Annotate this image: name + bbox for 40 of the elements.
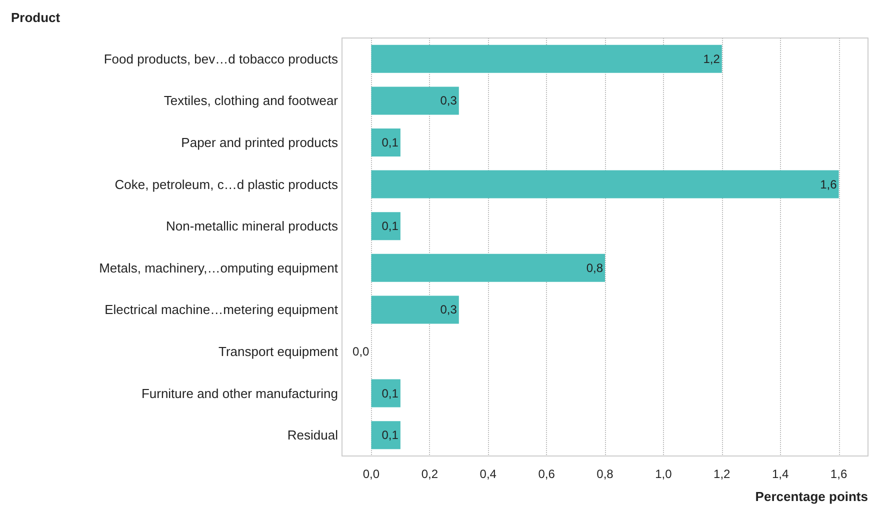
x-tick-label: 1,2 (714, 467, 731, 481)
y-tick-label: Textiles, clothing and footwear (164, 93, 339, 108)
y-tick-label: Food products, bev…d tobacco products (104, 51, 338, 66)
bar (371, 170, 839, 198)
data-label: 0,1 (382, 136, 399, 150)
data-label: 0,0 (352, 344, 370, 358)
x-tick-label: 0,6 (538, 467, 556, 481)
y-tick-label: Metals, machinery,…omputing equipment (99, 260, 338, 276)
y-tick-label: Furniture and other manufacturing (141, 386, 338, 401)
bar (371, 86, 459, 115)
x-tick-label: 0,2 (421, 467, 438, 481)
data-label: 0,3 (440, 94, 458, 108)
bar (371, 254, 605, 282)
data-label: 1,2 (703, 52, 720, 66)
x-tick-label: 1,6 (830, 467, 848, 481)
y-tick-label: Non-metallic mineral products (166, 218, 338, 234)
x-axis-title: Percentage points (755, 489, 868, 504)
data-label: 0,8 (586, 260, 604, 275)
x-tick-label: 0,0 (362, 467, 380, 481)
x-tick-label: 1,0 (655, 467, 672, 481)
bar (371, 379, 400, 408)
y-tick-label: Electrical machine…metering equipment (104, 302, 338, 318)
bar (371, 296, 459, 324)
bar (371, 128, 400, 156)
x-tick-label: 0,4 (480, 467, 497, 481)
bar (371, 44, 722, 73)
x-tick-label: 0,8 (596, 467, 614, 481)
y-tick-label: Residual (287, 428, 338, 443)
y-tick-label: Paper and printed products (181, 135, 338, 150)
y-axis-title: Product (11, 10, 61, 25)
data-label: 0,1 (382, 219, 399, 234)
data-label: 1,6 (820, 177, 838, 192)
x-tick-label: 1,4 (772, 467, 789, 481)
data-label: 0,3 (440, 302, 458, 317)
bar (371, 421, 400, 450)
y-tick-label: Transport equipment (218, 344, 338, 359)
data-label: 0,1 (382, 428, 399, 442)
y-tick-label: Coke, petroleum, c…d plastic products (114, 176, 338, 192)
data-label: 0,1 (382, 386, 399, 400)
bar (371, 212, 400, 240)
